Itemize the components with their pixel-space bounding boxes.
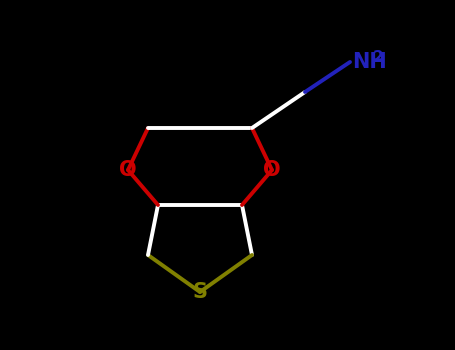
- Text: S: S: [192, 282, 207, 302]
- Text: O: O: [263, 160, 281, 180]
- Text: NH: NH: [352, 52, 387, 72]
- Text: O: O: [119, 160, 137, 180]
- Text: 2: 2: [373, 49, 384, 64]
